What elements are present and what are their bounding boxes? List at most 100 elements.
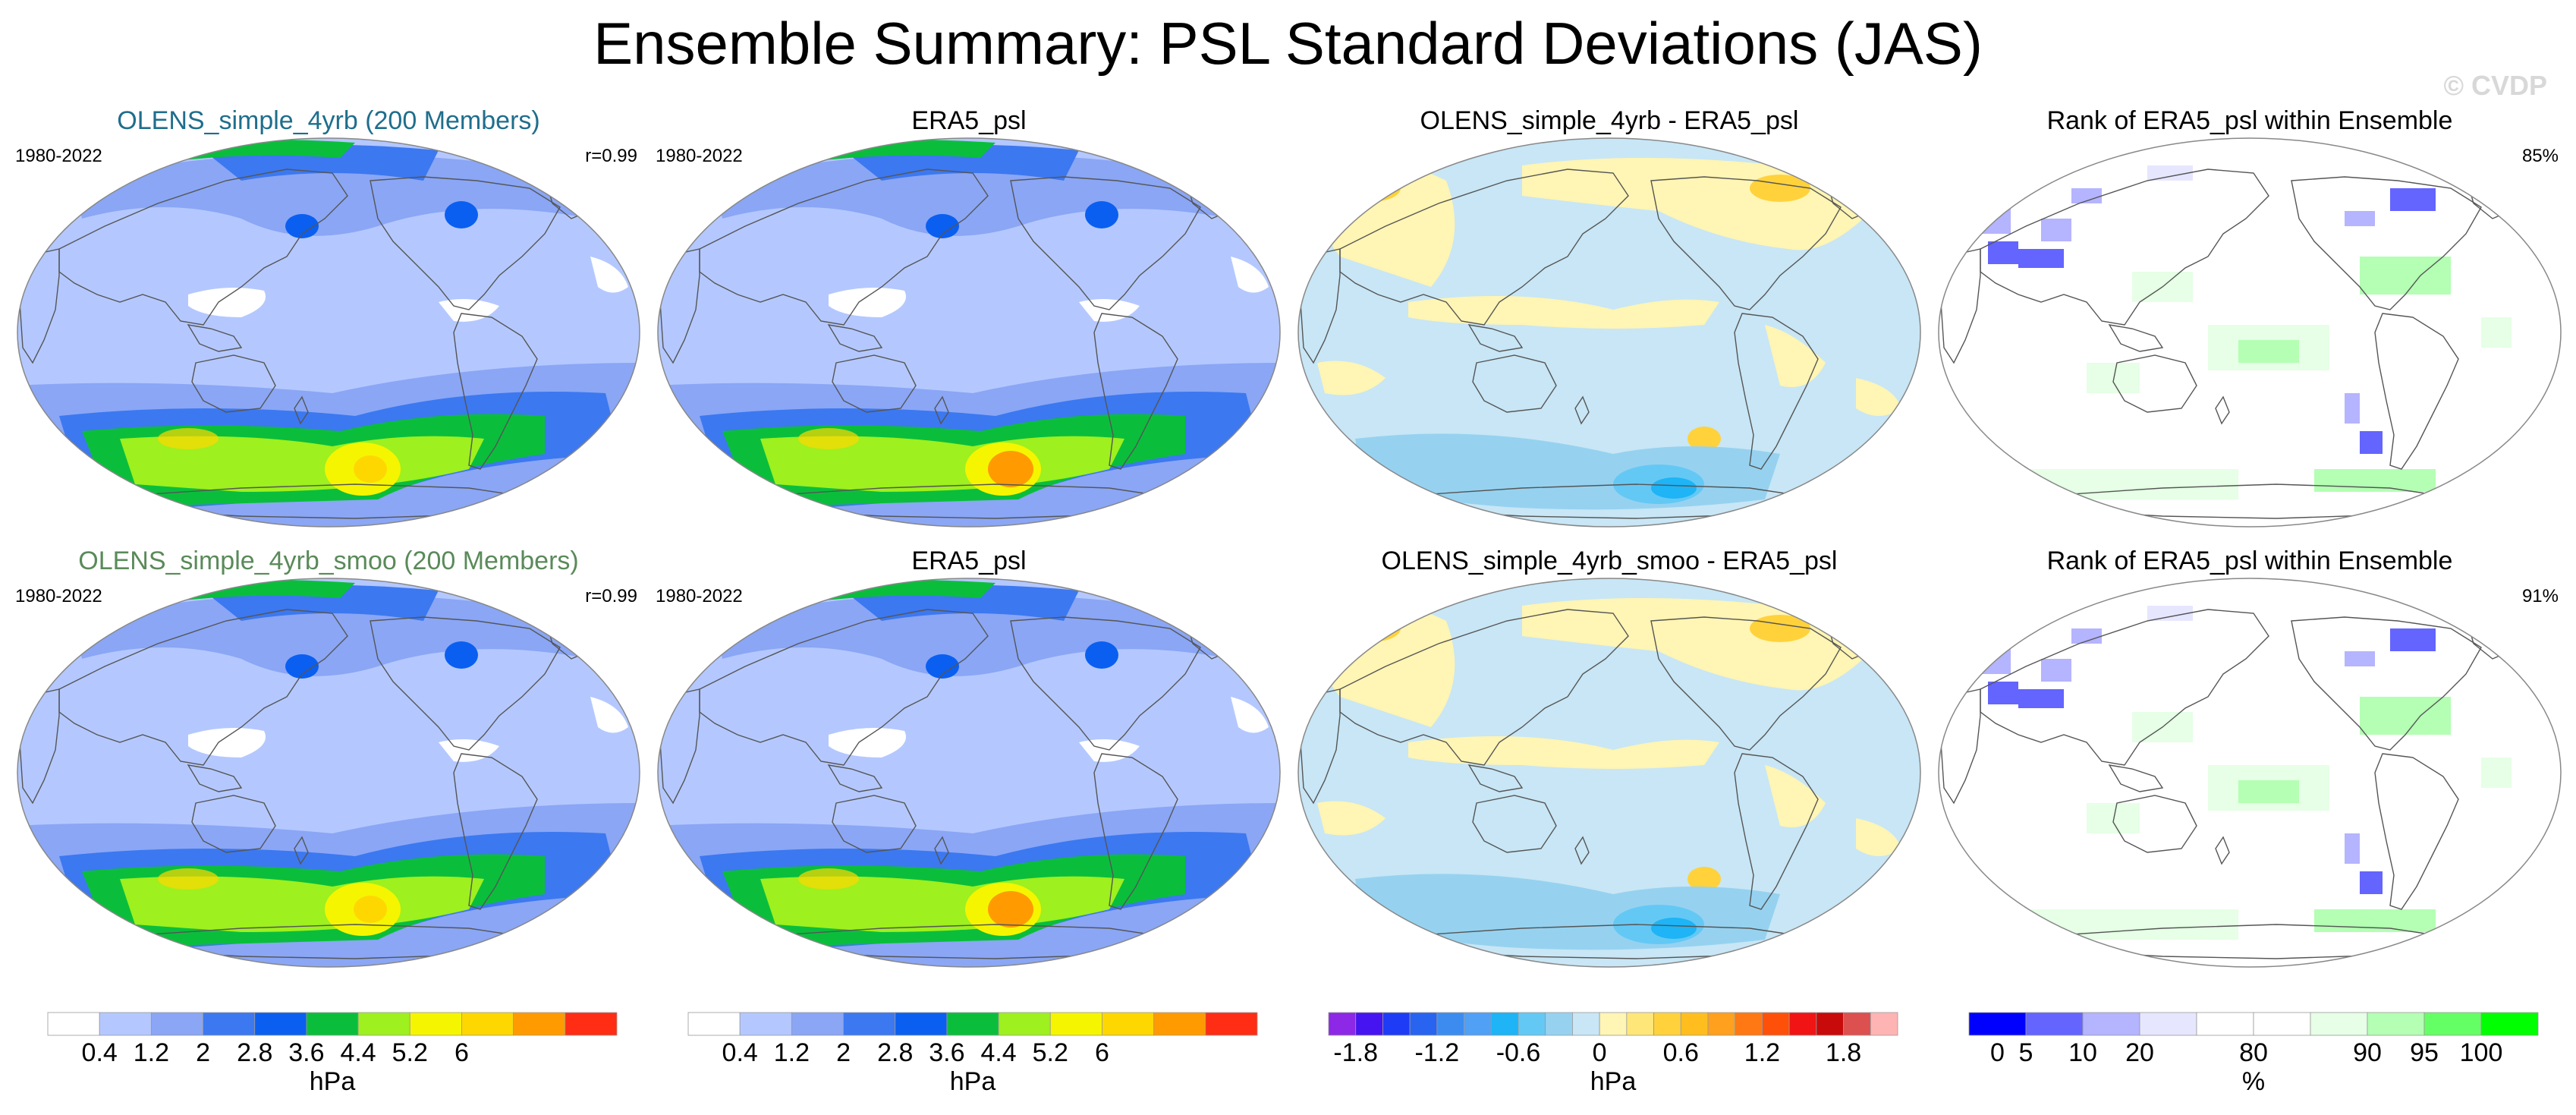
colorbar-swatch [1153,1012,1206,1036]
colorbar-tick-label: 5 [2019,1038,2033,1067]
colorbar-swatch [1436,1012,1464,1036]
continent-outline [453,313,538,470]
colorbar-swatch [1464,1012,1492,1036]
colorbar-swatch [2480,1012,2539,1036]
continent-outline [294,836,309,865]
continent-outline [832,795,917,853]
colorbar-swatch [1653,1012,1681,1036]
colorbar-tick-label: 6 [454,1038,469,1067]
colorbar-tick-label: 6 [1095,1038,1109,1067]
colorbar-tick-label: 0 [1593,1038,1607,1067]
colorbar-tick-label: 90 [2353,1038,2382,1067]
continent-outline [659,248,700,364]
continent-outline [934,395,949,425]
colorbar-swatch [2253,1012,2311,1036]
continent-outline [2112,795,2197,853]
continent-outline [1574,395,1590,425]
colorbar-tick-label: 3.6 [288,1038,324,1067]
colorbar-tick-label: -1.2 [1415,1038,1460,1067]
continent-outline [1010,176,1201,310]
period-label: 1980-2022 [15,146,102,166]
map-std [17,578,640,968]
continent-outline [2374,313,2459,470]
map-panel: OLENS_simple_4yrb_smoo - ERA5_psl [1294,546,1924,972]
colorbar-swatch [739,1012,792,1036]
map-panel: Rank of ERA5_psl within Ensemble 91% [1935,546,2565,972]
colorbar-swatch [409,1012,462,1036]
continent-outline [1300,688,1341,805]
colorbar-swatch [1382,1012,1411,1036]
colorbar-tick-label: 2.8 [877,1038,913,1067]
panel-title: OLENS_simple_4yrb - ERA5_psl [1420,106,1799,135]
map-diff [1297,578,1921,968]
map-panel: OLENS_simple_4yrb_smoo (200 Members) 1980… [14,546,643,972]
map-panel: OLENS_simple_4yrb (200 Members) 1980-2022… [14,106,643,531]
colorbar-swatch [461,1012,514,1036]
continent-outline [453,753,538,910]
stat-label: 91% [2521,586,2559,606]
colorbar-swatch [998,1012,1051,1036]
continent-outline [2374,753,2459,910]
colorbar-swatch [1355,1012,1383,1036]
continent-outline [187,764,243,792]
continent-outline [699,609,989,766]
continent-outline [1734,313,1819,470]
colorbar-swatch [791,1012,844,1036]
continent-outline [1472,795,1557,853]
figure-title: Ensemble Summary: PSL Standard Deviation… [593,10,1983,77]
colorbar-tick-label: 4.4 [340,1038,376,1067]
colorbar-swatch [513,1012,566,1036]
colorbar: 0.4 1.2 2 2.8 3.6 4.4 5.2 6 hPa [684,1009,1261,1108]
colorbar-swatch [1599,1012,1628,1036]
panel-title: OLENS_simple_4yrb (200 Members) [117,106,540,135]
period-label: 1980-2022 [15,586,102,606]
colorbar-tick-label: -1.8 [1333,1038,1378,1067]
colorbar-unit: hPa [309,1067,356,1096]
stat-label: r=0.99 [585,146,637,166]
continent-outline [1940,248,1981,364]
colorbar-tick-label: 0.4 [722,1038,758,1067]
continent-outline [2291,616,2482,751]
continent-outline [2112,354,2197,413]
colorbar-unit: hPa [1590,1067,1637,1096]
continent-outline [1467,324,1524,352]
colorbar-swatch [47,1012,100,1036]
continent-outline [58,609,348,766]
colorbar-tick-label: 2.8 [237,1038,272,1067]
colorbar-tick-label: 2 [836,1038,851,1067]
colorbar-swatch [1205,1012,1258,1036]
continent-outline [1650,616,1842,751]
colorbar-tick-label: 3.6 [929,1038,964,1067]
colorbar-swatch [1968,1012,2027,1036]
colorbar-swatch [1545,1012,1573,1036]
colorbar-tick-label: 5.2 [392,1038,428,1067]
continent-outline [827,324,883,352]
map-panel: OLENS_simple_4yrb - ERA5_psl [1294,106,1924,531]
continent-outline [19,688,60,805]
colorbar-swatch [2367,1012,2425,1036]
colorbar-tick-label: 1.2 [774,1038,810,1067]
continent-outline [191,354,276,413]
colorbar-tick-label: 10 [2068,1038,2097,1067]
continent-outline [1734,753,1819,910]
colorbar-swatch [1518,1012,1546,1036]
colorbar-tick-label: -0.6 [1496,1038,1541,1067]
colorbar-tick-label: 1.8 [1826,1038,1861,1067]
colorbar-swatch [203,1012,256,1036]
continent-outline [2291,176,2482,310]
colorbar-swatch [150,1012,203,1036]
colorbar: -1.8 -1.2 -0.6 0 0.6 1.2 1.8 hPa [1325,1009,1901,1108]
map-panel: ERA5_psl 1980-2022 [654,546,1284,972]
colorbar-swatch [2196,1012,2254,1036]
colorbar-swatch [2310,1012,2368,1036]
colorbar-swatch [565,1012,618,1036]
continent-outline [832,354,917,413]
continent-outline [370,176,561,310]
stat-label: 85% [2521,146,2559,166]
panel-title: ERA5_psl [911,546,1027,575]
map-panel: ERA5_psl 1980-2022 [654,106,1284,531]
panel-title: Rank of ERA5_psl within Ensemble [2046,106,2453,135]
continent-outline [370,616,561,751]
period-label: 1980-2022 [656,586,743,606]
colorbar-swatch [2139,1012,2197,1036]
